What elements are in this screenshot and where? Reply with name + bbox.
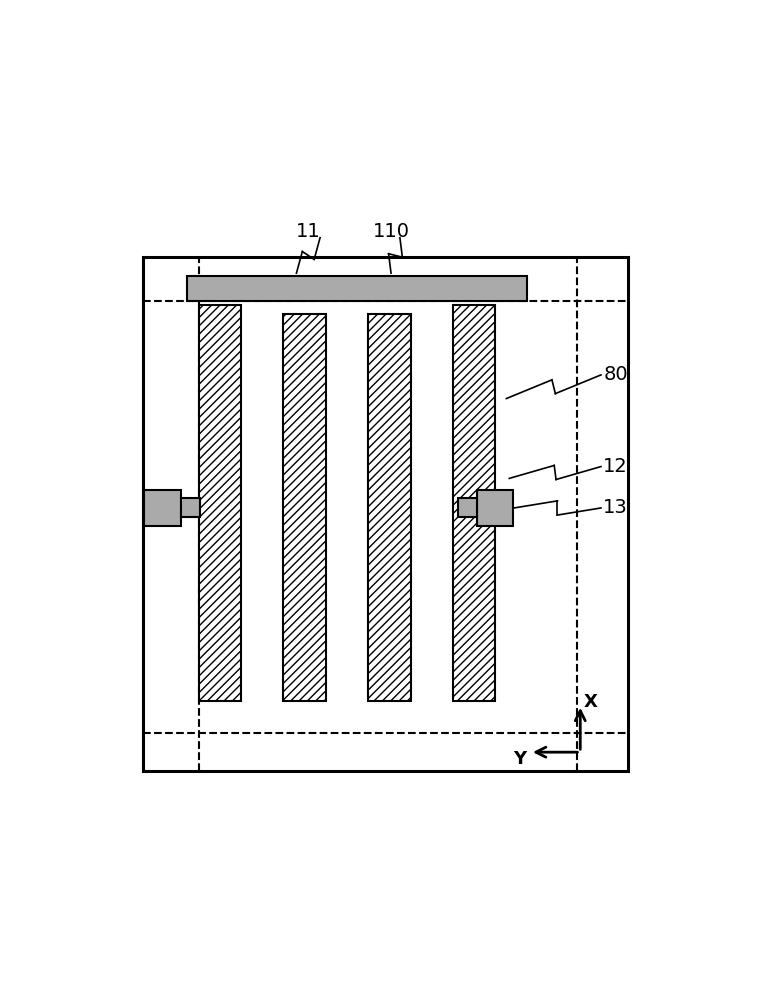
Bar: [368, 314, 410, 701]
Bar: [283, 314, 326, 701]
Bar: [143, 257, 627, 771]
Text: 110: 110: [372, 222, 410, 241]
Bar: [181, 498, 200, 517]
Text: X: X: [584, 693, 598, 711]
Text: 11: 11: [296, 222, 320, 241]
Bar: [144, 490, 181, 526]
Bar: [477, 490, 513, 526]
Text: 12: 12: [604, 457, 628, 476]
Bar: [452, 305, 495, 701]
Text: Y: Y: [513, 750, 526, 768]
Bar: [187, 276, 527, 301]
Text: 13: 13: [604, 498, 628, 517]
Text: 80: 80: [604, 365, 628, 384]
Bar: [199, 305, 241, 701]
Bar: [458, 498, 477, 517]
